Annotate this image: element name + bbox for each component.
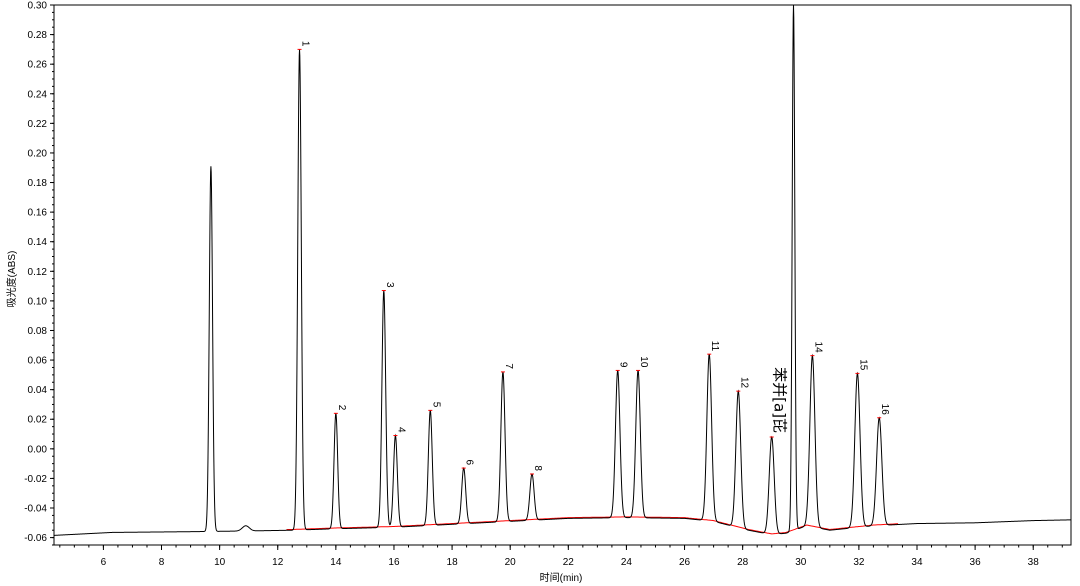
peak-label: 1 (300, 41, 311, 47)
y-tick-label: 0.14 (28, 237, 48, 248)
y-tick-label: 0.02 (28, 415, 48, 426)
x-tick-label: 18 (447, 557, 459, 568)
peak-label: 4 (395, 427, 406, 433)
x-tick-label: 10 (214, 557, 226, 568)
peak-label: 12 (738, 377, 749, 389)
y-tick-label: 0.06 (28, 356, 48, 367)
peak-label: 8 (532, 465, 543, 471)
x-tick-label: 12 (272, 557, 284, 568)
plot-border (53, 4, 1072, 546)
y-tick-label: 0.04 (28, 385, 48, 396)
x-axis-title: 时间(min) (540, 571, 583, 584)
x-tick-label: 36 (970, 557, 982, 568)
peak-label: 3 (384, 282, 395, 288)
x-tick-label: 28 (737, 557, 749, 568)
x-tick-label: 8 (159, 557, 165, 568)
x-tick-label: 16 (388, 557, 400, 568)
plot-area (53, 4, 1072, 546)
peak-label: 11 (709, 341, 720, 352)
y-tick-label: 0.16 (28, 208, 48, 219)
peak-label: 15 (857, 359, 868, 371)
x-tick-label: 26 (679, 557, 691, 568)
x-tick-label: 30 (795, 557, 807, 568)
chromatogram-trace-series (53, 4, 1071, 536)
peak-label: 10 (638, 356, 649, 368)
peak-label: 5 (430, 402, 441, 408)
y-tick-label: -0.04 (24, 504, 47, 515)
y-tick-label: 0.00 (28, 444, 48, 455)
y-tick-label: 0.28 (28, 30, 48, 41)
y-axis: -0.06 -0.04 -0.02 0.00 0.02 0.04 0.06 0.08 0.10 0… (24, 1, 54, 546)
y-tick-label: 0.18 (28, 178, 48, 189)
peak-label: 16 (879, 404, 890, 416)
y-tick-label: -0.02 (24, 474, 47, 485)
baseline-line (286, 516, 899, 535)
y-tick-label: 0.12 (28, 267, 48, 278)
x-tick-label: 34 (911, 557, 923, 568)
y-tick-label: 0.26 (28, 60, 48, 71)
peak-label: 6 (464, 460, 475, 466)
x-tick-label: 24 (621, 557, 633, 568)
peak-label: 2 (336, 405, 347, 411)
y-tick-label: 0.22 (28, 119, 48, 130)
y-tick-label: 0.08 (28, 326, 48, 337)
x-tick-label: 20 (505, 557, 517, 568)
y-tick-label: 0.24 (28, 89, 48, 100)
trace-line (53, 4, 1071, 536)
y-tick-label: -0.06 (24, 533, 47, 544)
x-axis: 6 8 10 12 14 16 18 20 22 24 26 28 30 32 34 36 38 (59, 545, 1063, 568)
peak-label: 14 (812, 342, 823, 354)
peak-label: 苯并[a]芘 (771, 367, 789, 433)
y-tick-label: 0.10 (28, 296, 48, 307)
x-tick-label: 32 (853, 557, 865, 568)
x-tick-label: 14 (330, 557, 342, 568)
baseline-series (286, 516, 899, 535)
peak-label: 9 (618, 362, 629, 368)
y-tick-label: 0.20 (28, 148, 48, 159)
x-tick-label: 6 (101, 557, 107, 568)
y-axis-title: 吸光度(ABS) (5, 251, 18, 308)
y-tick-label: 0.30 (28, 1, 48, 12)
x-tick-label: 22 (563, 557, 575, 568)
peak-label: 7 (503, 363, 514, 369)
x-tick-label: 38 (1028, 557, 1040, 568)
